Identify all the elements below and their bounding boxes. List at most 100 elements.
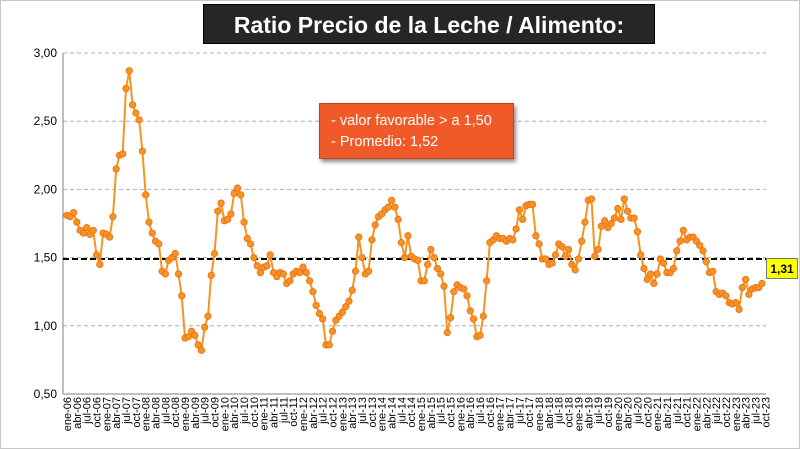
data-point xyxy=(83,223,91,232)
data-point xyxy=(233,184,242,192)
x-tick-label: oct-16 xyxy=(485,397,497,428)
data-point xyxy=(92,251,101,259)
data-point xyxy=(371,221,379,229)
data-point xyxy=(446,314,455,322)
x-tick-label: abr-06 xyxy=(72,397,84,429)
x-tick-label: jul-19 xyxy=(593,397,605,425)
data-point xyxy=(253,262,261,270)
y-tick-label: 2,00 xyxy=(34,182,58,196)
data-point xyxy=(460,285,468,293)
x-tick-label: oct-23 xyxy=(760,397,772,428)
x-tick-label: abr-12 xyxy=(308,397,320,429)
data-point xyxy=(145,218,153,226)
data-point xyxy=(630,214,638,222)
x-tick-label: jul-23 xyxy=(750,397,762,425)
x-tick-label: ene-15 xyxy=(416,397,428,431)
annotation-box: - valor favorable > a 1,50 - Promedio: 1… xyxy=(319,103,514,159)
data-point xyxy=(617,215,625,224)
data-point xyxy=(735,305,743,314)
data-point xyxy=(299,263,307,271)
data-point xyxy=(578,237,586,245)
data-point xyxy=(325,341,333,349)
data-point xyxy=(319,315,327,323)
y-tick-label: 1,00 xyxy=(34,319,58,333)
last-value-badge: 1,31 xyxy=(766,258,798,279)
x-tick-label: abr-08 xyxy=(151,397,163,429)
data-point xyxy=(696,241,704,249)
x-tick-label: jul-14 xyxy=(396,397,408,425)
x-tick-label: oct-07 xyxy=(131,397,143,428)
data-point xyxy=(201,323,209,331)
x-tick-label: oct-18 xyxy=(564,397,576,428)
x-tick-label: abr-20 xyxy=(623,397,635,429)
x-tick-label: oct-06 xyxy=(92,397,104,428)
data-point xyxy=(699,247,707,255)
x-tick-label: abr-14 xyxy=(387,397,399,429)
data-point xyxy=(532,232,540,240)
data-point xyxy=(312,301,320,309)
data-point xyxy=(564,245,573,254)
x-tick-label: jul-18 xyxy=(554,397,566,425)
data-point xyxy=(660,259,668,267)
x-tick-label: ene-16 xyxy=(455,397,467,431)
data-point xyxy=(646,270,655,278)
data-point xyxy=(230,189,238,198)
data-point xyxy=(305,277,314,285)
data-point xyxy=(79,229,87,237)
data-point xyxy=(742,275,750,284)
data-point xyxy=(279,270,287,278)
data-point xyxy=(483,277,491,285)
data-point xyxy=(574,255,583,263)
data-point xyxy=(338,308,346,316)
data-point xyxy=(558,243,566,251)
x-tick-label: ene-11 xyxy=(259,397,271,430)
x-tick-label: abr-11 xyxy=(269,397,281,428)
data-point xyxy=(194,341,202,349)
x-tick-label: jul-11 xyxy=(278,397,290,424)
data-point xyxy=(607,219,615,228)
data-point xyxy=(138,147,147,155)
data-point xyxy=(653,270,661,278)
data-point xyxy=(394,215,402,224)
y-tick-label: 1,50 xyxy=(34,251,58,265)
data-point xyxy=(89,226,97,234)
x-tick-label: oct-12 xyxy=(328,397,340,428)
data-point xyxy=(535,240,543,248)
data-point xyxy=(601,217,609,225)
x-tick-label: oct-09 xyxy=(210,397,222,428)
data-point xyxy=(348,286,356,294)
data-point xyxy=(509,236,517,244)
chart-title: Ratio Precio de la Leche / Alimento: IFC… xyxy=(203,4,655,78)
x-tick-label: ene-18 xyxy=(534,397,546,431)
x-tick-label: abr-16 xyxy=(465,397,477,429)
x-tick-label: oct-11 xyxy=(288,397,300,427)
data-point xyxy=(266,251,274,259)
data-point xyxy=(109,213,117,221)
x-tick-label: jul-06 xyxy=(82,397,94,425)
x-axis-ticks: ene-06abr-06jul-06oct-06ene-07abr-07jul-… xyxy=(62,397,772,431)
data-point xyxy=(217,199,225,207)
x-tick-label: ene-12 xyxy=(298,397,310,431)
data-point xyxy=(745,290,753,299)
data-point xyxy=(587,195,596,203)
data-point xyxy=(591,252,599,260)
data-point xyxy=(387,196,396,204)
x-tick-label: jul-10 xyxy=(239,397,251,425)
data-point xyxy=(440,282,448,290)
data-point xyxy=(224,215,232,224)
data-point xyxy=(758,279,766,288)
x-tick-label: abr-19 xyxy=(583,397,595,429)
data-point xyxy=(623,207,632,215)
data-point xyxy=(610,214,619,222)
data-point xyxy=(155,240,163,248)
data-point xyxy=(358,254,366,262)
x-tick-label: ene-21 xyxy=(652,397,664,431)
data-point xyxy=(463,292,471,300)
data-point xyxy=(469,315,478,323)
x-tick-label: oct-20 xyxy=(642,397,654,428)
data-point xyxy=(669,264,678,273)
data-point xyxy=(365,267,373,275)
x-tick-label: oct-21 xyxy=(682,397,694,428)
data-point xyxy=(250,254,258,262)
